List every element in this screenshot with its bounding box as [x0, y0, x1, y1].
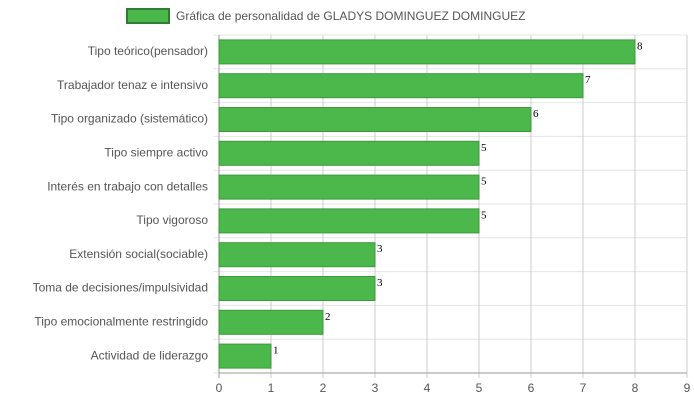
value-label: 5 — [481, 209, 487, 221]
x-tick-label: 5 — [476, 381, 483, 395]
x-tick-label: 0 — [216, 381, 223, 395]
bar — [218, 107, 532, 132]
x-tick-label: 7 — [580, 381, 587, 395]
x-tick-label: 1 — [268, 381, 275, 395]
bar — [218, 309, 324, 335]
x-tick-label: 4 — [424, 381, 431, 395]
bar — [218, 343, 272, 369]
legend-swatch — [126, 8, 170, 24]
bar — [218, 140, 480, 166]
bar — [218, 174, 480, 200]
y-tick-label: Toma de decisiones/impulsividad — [33, 281, 208, 295]
y-tick-label: Interés en trabajo con detalles — [47, 179, 208, 193]
x-tick-label: 9 — [684, 381, 691, 395]
y-tick-label: Extensión social(sociable) — [69, 247, 208, 261]
bar — [218, 73, 584, 99]
bar — [218, 276, 376, 301]
y-tick-label: Tipo organizado (sistemático) — [51, 112, 208, 126]
x-tick-label: 2 — [320, 381, 327, 395]
legend-label: Gráfica de personalidad de GLADYS DOMING… — [176, 9, 525, 23]
value-label: 1 — [273, 345, 279, 357]
x-tick-label: 8 — [632, 381, 639, 395]
value-label: 2 — [325, 311, 331, 323]
y-tick-label: Tipo teórico(pensador) — [88, 44, 208, 58]
bar — [218, 39, 636, 65]
bar — [218, 242, 376, 268]
value-label: 3 — [377, 277, 383, 289]
value-label: 5 — [481, 176, 487, 188]
value-label: 5 — [481, 142, 487, 154]
value-label: 6 — [533, 108, 539, 120]
y-tick-label: Tipo emocionalmente restringido — [34, 314, 208, 328]
y-tick-label: Tipo vigoroso — [136, 213, 208, 227]
value-label: 7 — [585, 74, 591, 86]
bar — [218, 208, 480, 234]
y-tick-label: Actividad de liderazgo — [91, 348, 209, 362]
value-label: 8 — [637, 40, 643, 52]
y-tick-label: Tipo siempre activo — [104, 145, 208, 159]
x-tick-label: 3 — [372, 381, 379, 395]
value-label: 3 — [377, 243, 383, 255]
x-tick-label: 6 — [528, 381, 535, 395]
y-tick-label: Trabajador tenaz e intensivo — [57, 78, 208, 92]
